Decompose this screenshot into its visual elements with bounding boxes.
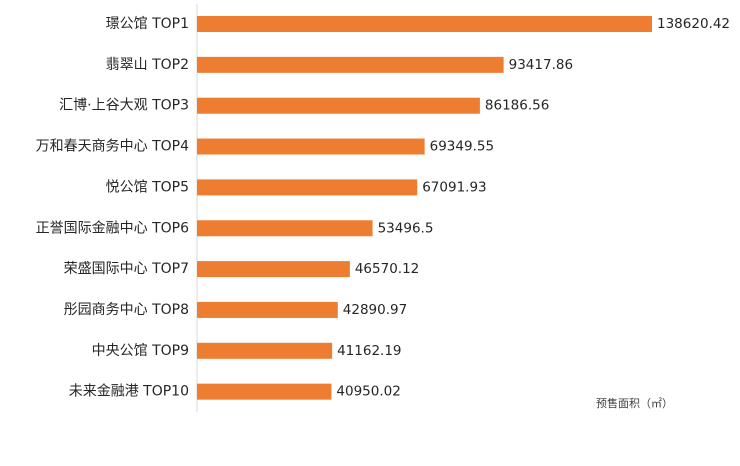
bar — [197, 56, 504, 73]
bar — [197, 179, 418, 196]
category-label: 荣盛国际中心 TOP7 — [64, 261, 189, 277]
bar — [197, 16, 652, 32]
category-label: 翡翠山 TOP2 — [106, 57, 189, 73]
category-label: 汇博·上谷大观 TOP3 — [59, 97, 189, 114]
bar — [197, 220, 373, 237]
value-label: 86186.56 — [485, 98, 549, 114]
category-label: 中央公馆 TOP9 — [92, 343, 189, 359]
value-label: 69349.55 — [430, 139, 494, 155]
value-label: 40950.02 — [336, 384, 400, 400]
category-label: 璟公馆 TOP1 — [106, 16, 189, 32]
bar — [197, 261, 350, 278]
value-label: 41162.19 — [337, 343, 401, 359]
unit-note: 预售面积（㎡） — [596, 396, 673, 410]
category-label: 悦公馆 TOP5 — [106, 179, 189, 195]
category-label: 彤园商务中心 TOP8 — [64, 302, 189, 318]
category-label: 正誉国际金融中心 TOP6 — [36, 220, 189, 236]
category-label: 未来金融港 TOP10 — [69, 384, 189, 400]
bar — [197, 301, 338, 318]
value-label: 42890.97 — [343, 302, 407, 318]
value-label: 67091.93 — [422, 179, 486, 195]
bar — [197, 97, 480, 114]
value-label: 93417.86 — [509, 57, 573, 73]
bar — [197, 383, 332, 400]
value-label: 138620.42 — [657, 16, 730, 32]
value-label: 53496.5 — [378, 220, 434, 236]
category-label: 万和春天商务中心 TOP4 — [36, 139, 189, 155]
value-label: 46570.12 — [355, 261, 419, 277]
bar — [197, 342, 333, 359]
bar — [197, 138, 425, 155]
